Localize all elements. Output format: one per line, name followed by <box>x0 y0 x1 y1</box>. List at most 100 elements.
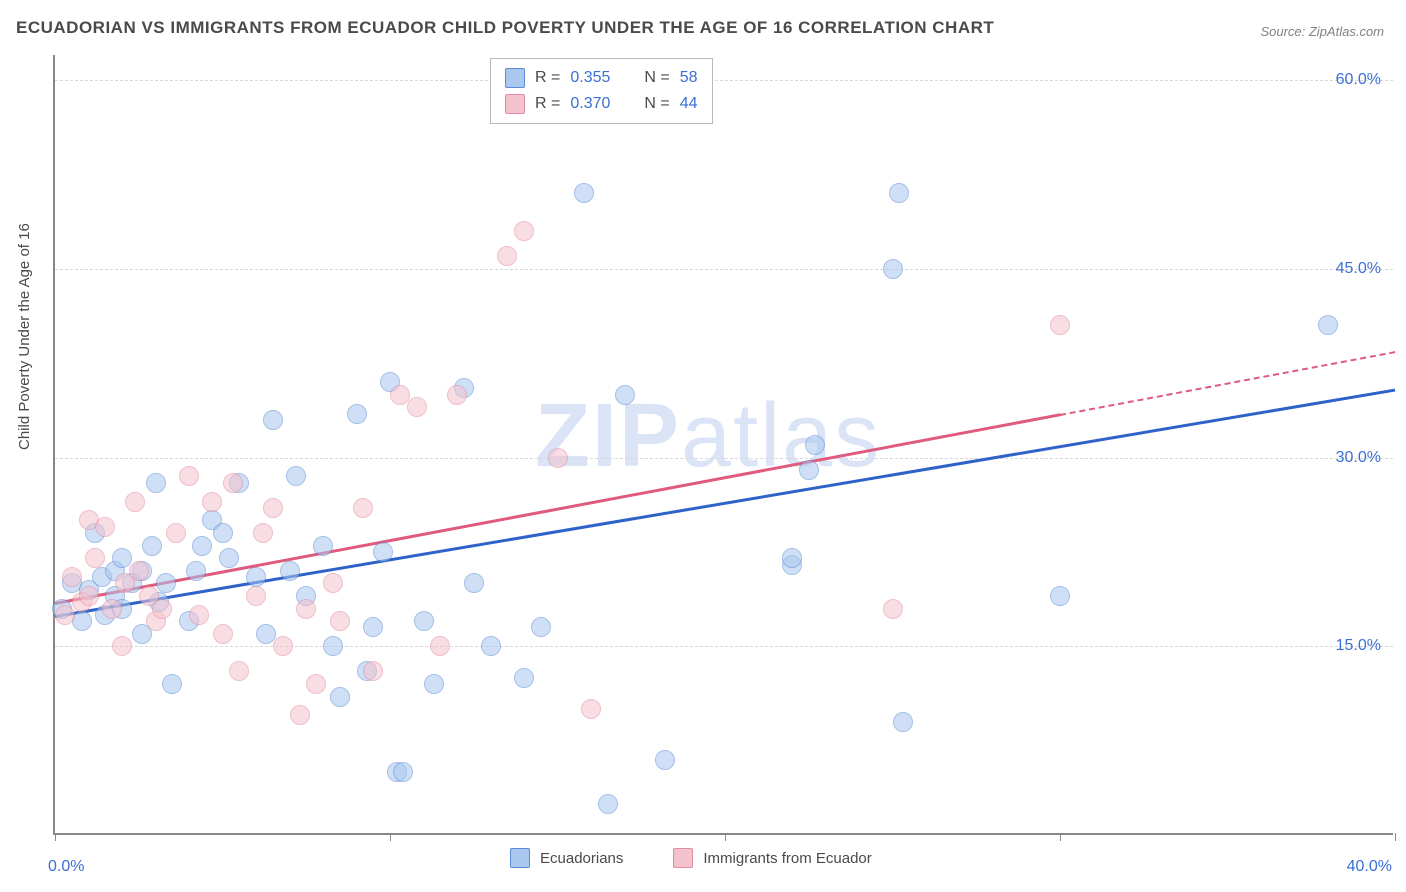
data-point <box>430 636 450 656</box>
r-value: 0.355 <box>570 65 610 91</box>
data-point <box>548 448 568 468</box>
data-point <box>296 599 316 619</box>
data-point <box>782 548 802 568</box>
n-value: 44 <box>680 91 698 117</box>
legend-swatch-pink <box>673 848 693 868</box>
gridline <box>55 269 1393 270</box>
y-tick-label: 30.0% <box>1336 449 1381 467</box>
data-point <box>883 259 903 279</box>
data-point <box>186 561 206 581</box>
data-point <box>655 750 675 770</box>
data-point <box>253 523 273 543</box>
data-point <box>286 466 306 486</box>
data-point <box>162 674 182 694</box>
stats-legend: R = 0.355 N = 58 R = 0.370 N = 44 <box>490 58 713 124</box>
data-point <box>1318 315 1338 335</box>
stats-legend-row: R = 0.370 N = 44 <box>505 91 698 117</box>
data-point <box>290 705 310 725</box>
r-label: R = <box>535 91 560 117</box>
data-point <box>213 523 233 543</box>
stats-legend-row: R = 0.355 N = 58 <box>505 65 698 91</box>
data-point <box>219 548 239 568</box>
r-label: R = <box>535 65 560 91</box>
data-point <box>615 385 635 405</box>
legend-swatch-blue <box>510 848 530 868</box>
data-point <box>347 404 367 424</box>
y-tick-label: 45.0% <box>1336 260 1381 278</box>
n-label: N = <box>644 65 669 91</box>
data-point <box>464 573 484 593</box>
x-tick-label: 0.0% <box>48 858 84 876</box>
gridline <box>55 458 1393 459</box>
data-point <box>447 385 467 405</box>
data-point <box>112 636 132 656</box>
data-point <box>156 573 176 593</box>
y-tick-label: 15.0% <box>1336 637 1381 655</box>
data-point <box>263 498 283 518</box>
data-point <box>146 473 166 493</box>
data-point <box>102 599 122 619</box>
chart-title: ECUADORIAN VS IMMIGRANTS FROM ECUADOR CH… <box>16 18 994 38</box>
data-point <box>313 536 333 556</box>
data-point <box>424 674 444 694</box>
legend-swatch-pink <box>505 94 525 114</box>
data-point <box>192 536 212 556</box>
data-point <box>598 794 618 814</box>
data-point <box>273 636 293 656</box>
data-point <box>55 605 75 625</box>
data-point <box>514 668 534 688</box>
source-attribution: Source: ZipAtlas.com <box>1260 24 1384 39</box>
data-point <box>62 567 82 587</box>
data-point <box>229 661 249 681</box>
data-point <box>1050 586 1070 606</box>
data-point <box>581 699 601 719</box>
x-tick <box>55 833 56 841</box>
data-point <box>223 473 243 493</box>
data-point <box>805 435 825 455</box>
data-point <box>85 548 105 568</box>
data-point <box>323 636 343 656</box>
x-tick <box>725 833 726 841</box>
data-point <box>889 183 909 203</box>
data-point <box>280 561 300 581</box>
data-point <box>393 762 413 782</box>
data-point <box>95 517 115 537</box>
data-point <box>363 617 383 637</box>
data-point <box>353 498 373 518</box>
data-point <box>514 221 534 241</box>
r-value: 0.370 <box>570 91 610 117</box>
data-point <box>152 599 172 619</box>
data-point <box>213 624 233 644</box>
data-point <box>79 586 99 606</box>
y-tick-label: 60.0% <box>1336 71 1381 89</box>
data-point <box>497 246 517 266</box>
data-point <box>574 183 594 203</box>
data-point <box>799 460 819 480</box>
data-point <box>125 492 145 512</box>
data-point <box>189 605 209 625</box>
data-point <box>323 573 343 593</box>
data-point <box>202 492 222 512</box>
gridline <box>55 80 1393 81</box>
data-point <box>373 542 393 562</box>
x-tick <box>390 833 391 841</box>
legend-label: Immigrants from Ecuador <box>703 850 871 867</box>
data-point <box>166 523 186 543</box>
data-point <box>246 586 266 606</box>
data-point <box>330 687 350 707</box>
n-label: N = <box>644 91 669 117</box>
gridline <box>55 646 1393 647</box>
legend-label: Ecuadorians <box>540 850 623 867</box>
plot-area: ZIPatlas 15.0% 30.0% 45.0% 60.0% <box>53 55 1393 835</box>
data-point <box>531 617 551 637</box>
n-value: 58 <box>680 65 698 91</box>
data-point <box>363 661 383 681</box>
watermark: ZIPatlas <box>535 385 881 488</box>
x-tick <box>1060 833 1061 841</box>
legend-swatch-blue <box>505 68 525 88</box>
data-point <box>1050 315 1070 335</box>
data-point <box>246 567 266 587</box>
data-point <box>306 674 326 694</box>
data-point <box>129 561 149 581</box>
data-point <box>142 536 162 556</box>
